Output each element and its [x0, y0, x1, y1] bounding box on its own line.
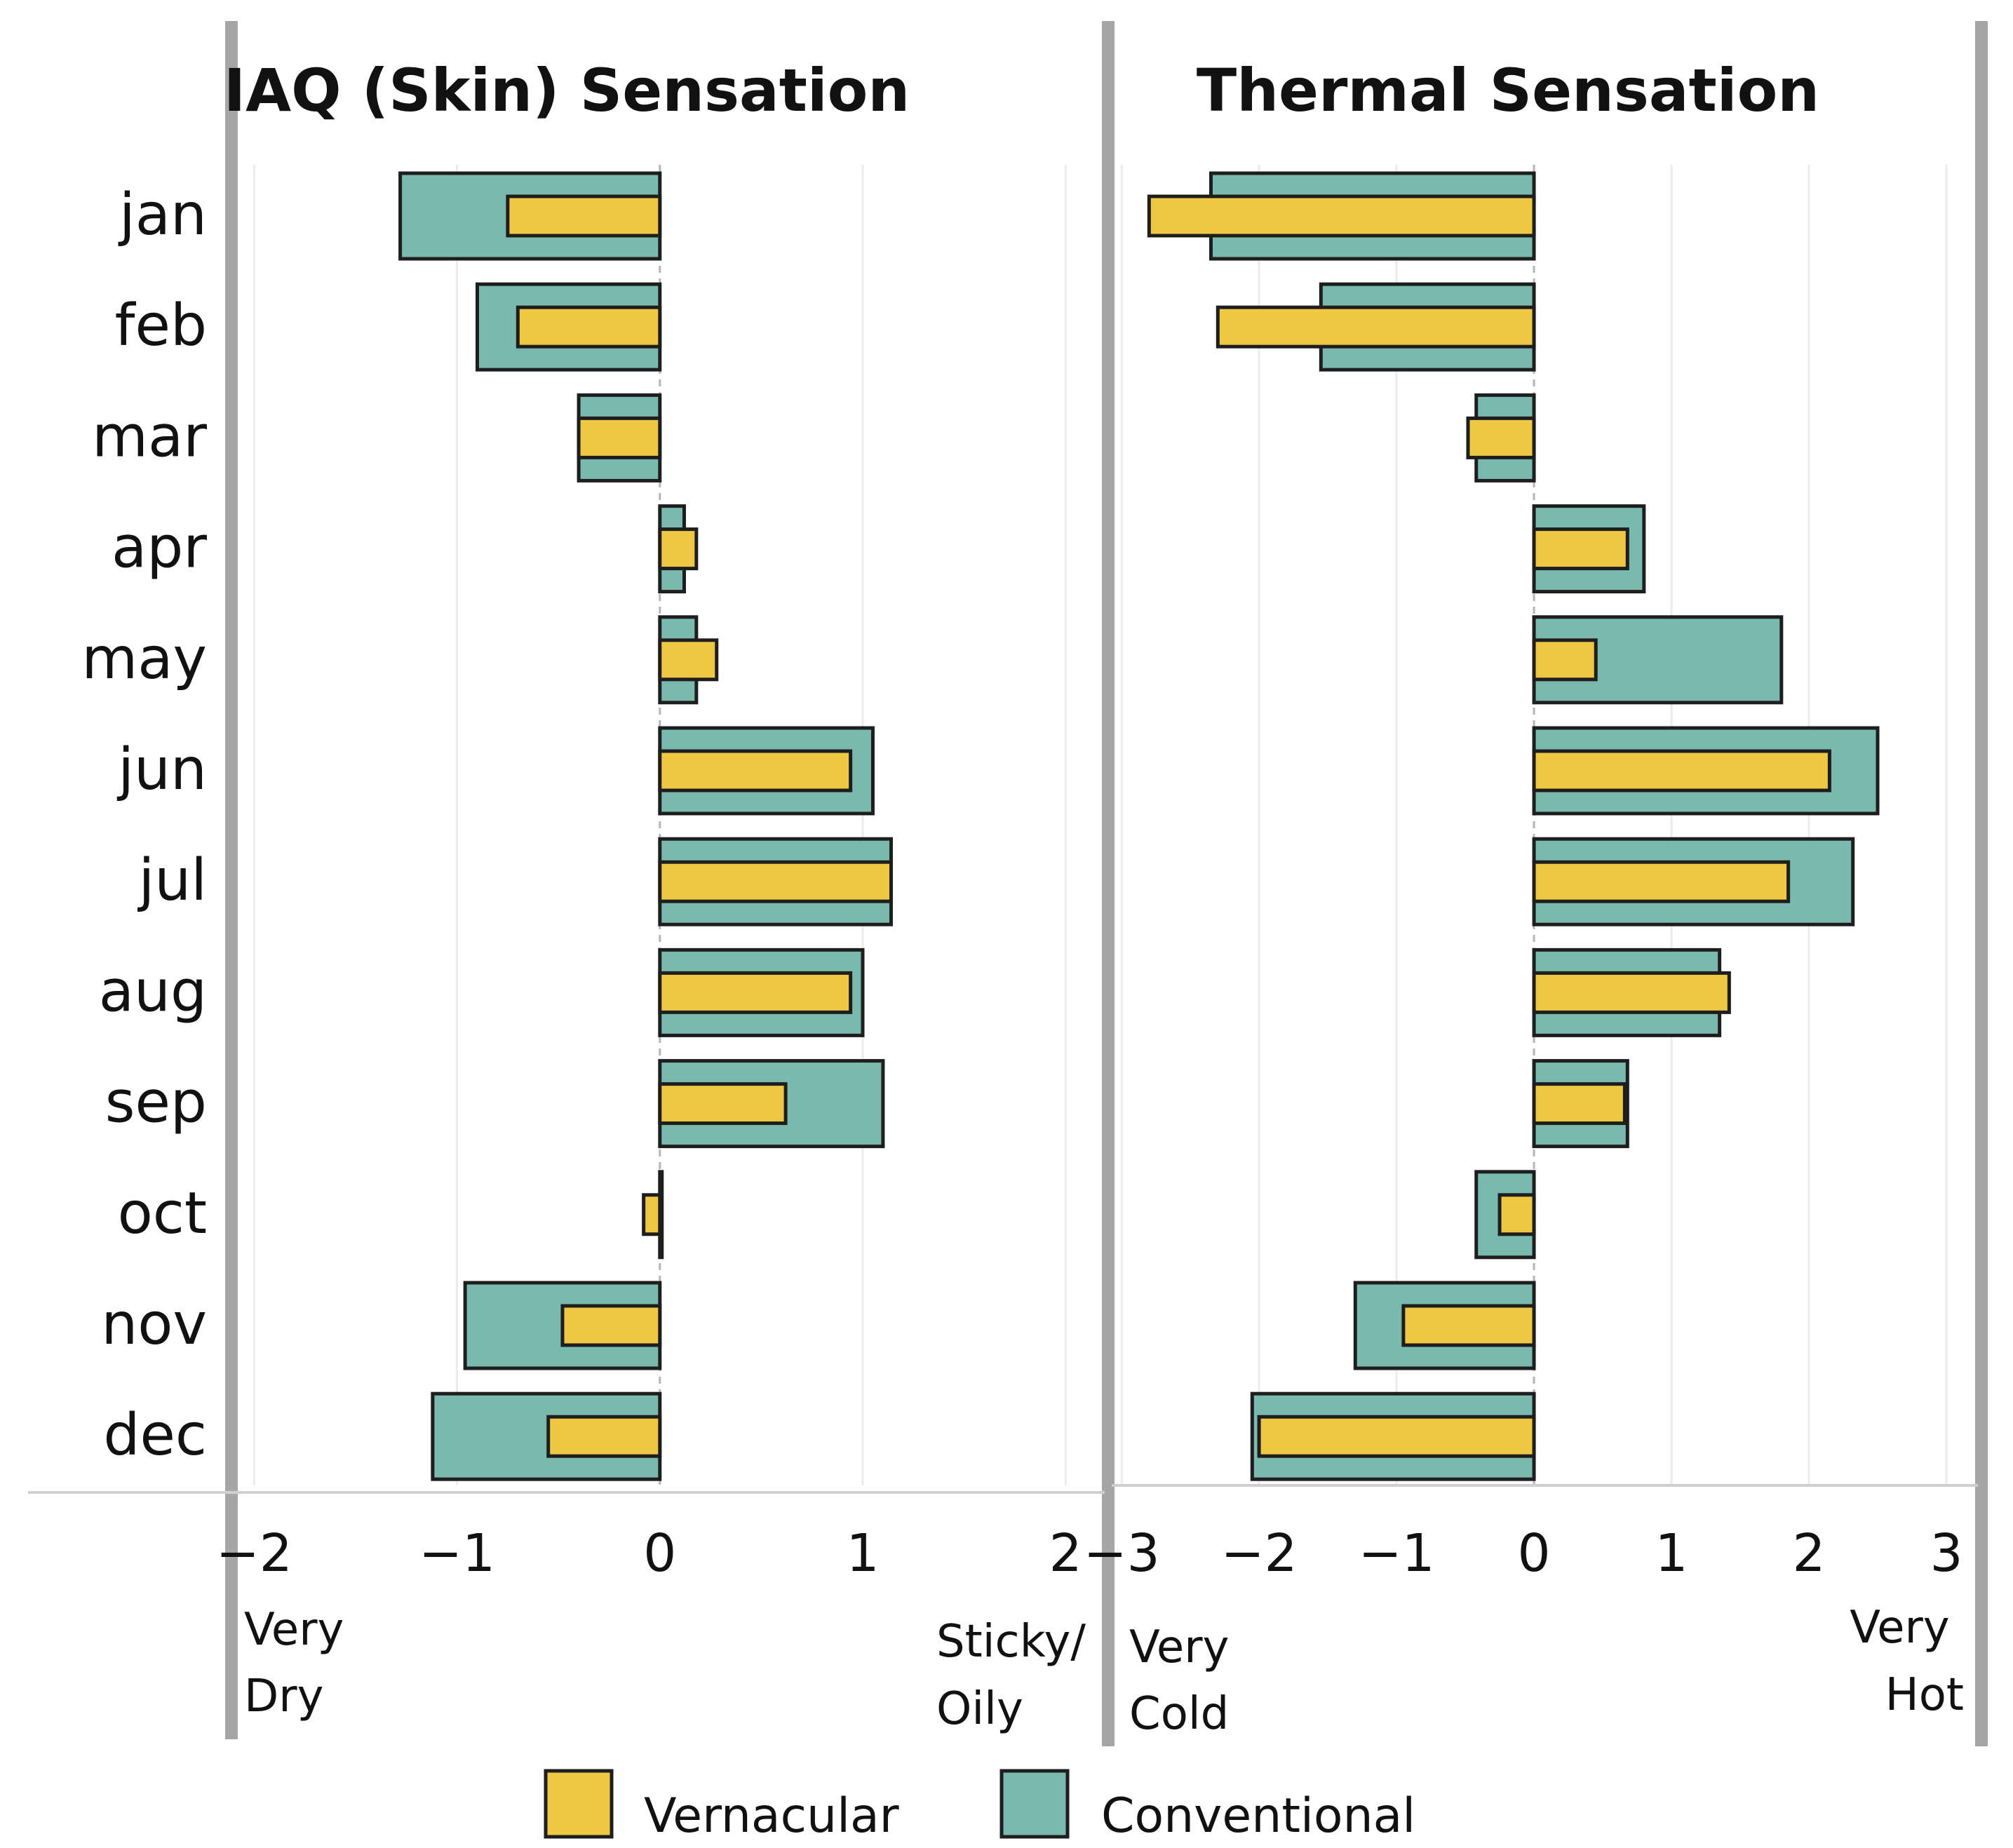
x-tick-label-left-3: 1 — [846, 1523, 879, 1584]
legend-label-vernacular: Vernacular — [644, 1788, 899, 1844]
left-chart-title: IAQ (Skin) Sensation — [224, 56, 910, 125]
bar-left-vernacular-nov — [560, 1304, 662, 1347]
x-tick-label-right-6: 3 — [1930, 1523, 1962, 1584]
y-category-label-oct: oct — [118, 1180, 207, 1247]
x-tick-label-right-3: 0 — [1518, 1523, 1551, 1584]
y-category-label-feb: feb — [115, 292, 207, 359]
bar-left-vernacular-may — [658, 638, 719, 682]
y-category-label-jul: jul — [137, 847, 207, 914]
bar-right-vernacular-jul — [1532, 860, 1791, 903]
y-category-label-nov: nov — [101, 1291, 207, 1358]
y-category-label-sep: sep — [105, 1070, 207, 1136]
bar-left-vernacular-mar — [577, 416, 662, 459]
left-annotation-low-line1: Very — [244, 1604, 344, 1656]
labels-layer: −2 −1 0 1 2 jan feb mar apr may jun jul aug sep oct nov… — [81, 182, 1962, 1584]
x-tick-label-right-2: −1 — [1359, 1523, 1435, 1584]
legend: Vernacular Conventional — [544, 1769, 1415, 1844]
bar-left-vernacular-dec — [546, 1415, 662, 1458]
right-annotation-low: Very Cold — [1129, 1621, 1244, 1740]
x-tick-label-left-4: 2 — [1049, 1523, 1082, 1584]
right-annotation-low-line1: Very — [1129, 1621, 1229, 1673]
bar-right-vernacular-feb — [1216, 305, 1536, 349]
bar-right-vernacular-jan — [1147, 194, 1536, 238]
bar-left-vernacular-apr — [658, 527, 699, 571]
y-category-label-jan: jan — [118, 182, 207, 248]
x-tick-label-left-2: 0 — [643, 1523, 676, 1584]
y-category-label-may: may — [81, 626, 207, 692]
x-tick-label-right-1: −2 — [1221, 1523, 1298, 1584]
bar-right-vernacular-oct — [1497, 1193, 1536, 1236]
left-annotation-low: Very Dry — [244, 1604, 358, 1722]
bar-left-vernacular-aug — [658, 971, 853, 1014]
left-annotation-high-line1: Sticky/ — [936, 1616, 1086, 1668]
right-annotation-low-line2: Cold — [1129, 1688, 1229, 1740]
right-chart-title: Thermal Sensation — [1197, 56, 1819, 125]
frame-layer — [28, 21, 1988, 1746]
x-tick-label-left-0: −2 — [216, 1523, 292, 1584]
grid-layer — [253, 165, 1948, 1485]
bars-layer — [398, 171, 1880, 1481]
bar-right-vernacular-may — [1532, 638, 1598, 682]
x-tick-label-right-0: −3 — [1084, 1523, 1160, 1584]
y-category-label-aug: aug — [99, 958, 207, 1025]
bar-left-vernacular-sep — [658, 1082, 788, 1126]
bar-left-vernacular-jun — [658, 749, 853, 793]
legend-swatch-conventional — [999, 1769, 1070, 1839]
right-annotation-high-line2: Hot — [1885, 1669, 1964, 1721]
left-annotation-low-line2: Dry — [244, 1671, 323, 1722]
bar-right-vernacular-dec — [1257, 1415, 1536, 1458]
bar-left-vernacular-feb — [516, 305, 662, 349]
bar-right-vernacular-apr — [1532, 527, 1629, 571]
bar-right-vernacular-aug — [1532, 971, 1731, 1014]
bar-left-vernacular-jan — [506, 194, 662, 238]
y-category-label-mar: mar — [92, 403, 207, 470]
x-tick-label-right-4: 1 — [1655, 1523, 1688, 1584]
legend-label-conventional: Conventional — [1101, 1788, 1415, 1844]
bar-right-vernacular-mar — [1466, 416, 1536, 459]
left-annotation-high: Sticky/ Oily — [936, 1616, 1100, 1735]
x-tick-label-left-1: −1 — [419, 1523, 495, 1584]
bar-right-vernacular-nov — [1401, 1304, 1536, 1347]
left-annotation-high-line2: Oily — [936, 1683, 1023, 1735]
y-category-label-dec: dec — [103, 1402, 207, 1469]
right-annotation-high: Very Hot — [1850, 1602, 1964, 1721]
bar-left-vernacular-oct — [642, 1193, 662, 1236]
y-category-label-apr: apr — [112, 515, 207, 581]
x-tick-label-right-5: 2 — [1792, 1523, 1825, 1584]
bar-right-vernacular-jun — [1532, 749, 1831, 793]
right-annotation-high-line1: Very — [1850, 1602, 1949, 1654]
y-category-label-jun: jun — [116, 736, 207, 803]
bar-right-vernacular-sep — [1532, 1082, 1627, 1126]
bar-left-vernacular-jul — [658, 860, 893, 903]
legend-swatch-vernacular — [544, 1769, 614, 1839]
